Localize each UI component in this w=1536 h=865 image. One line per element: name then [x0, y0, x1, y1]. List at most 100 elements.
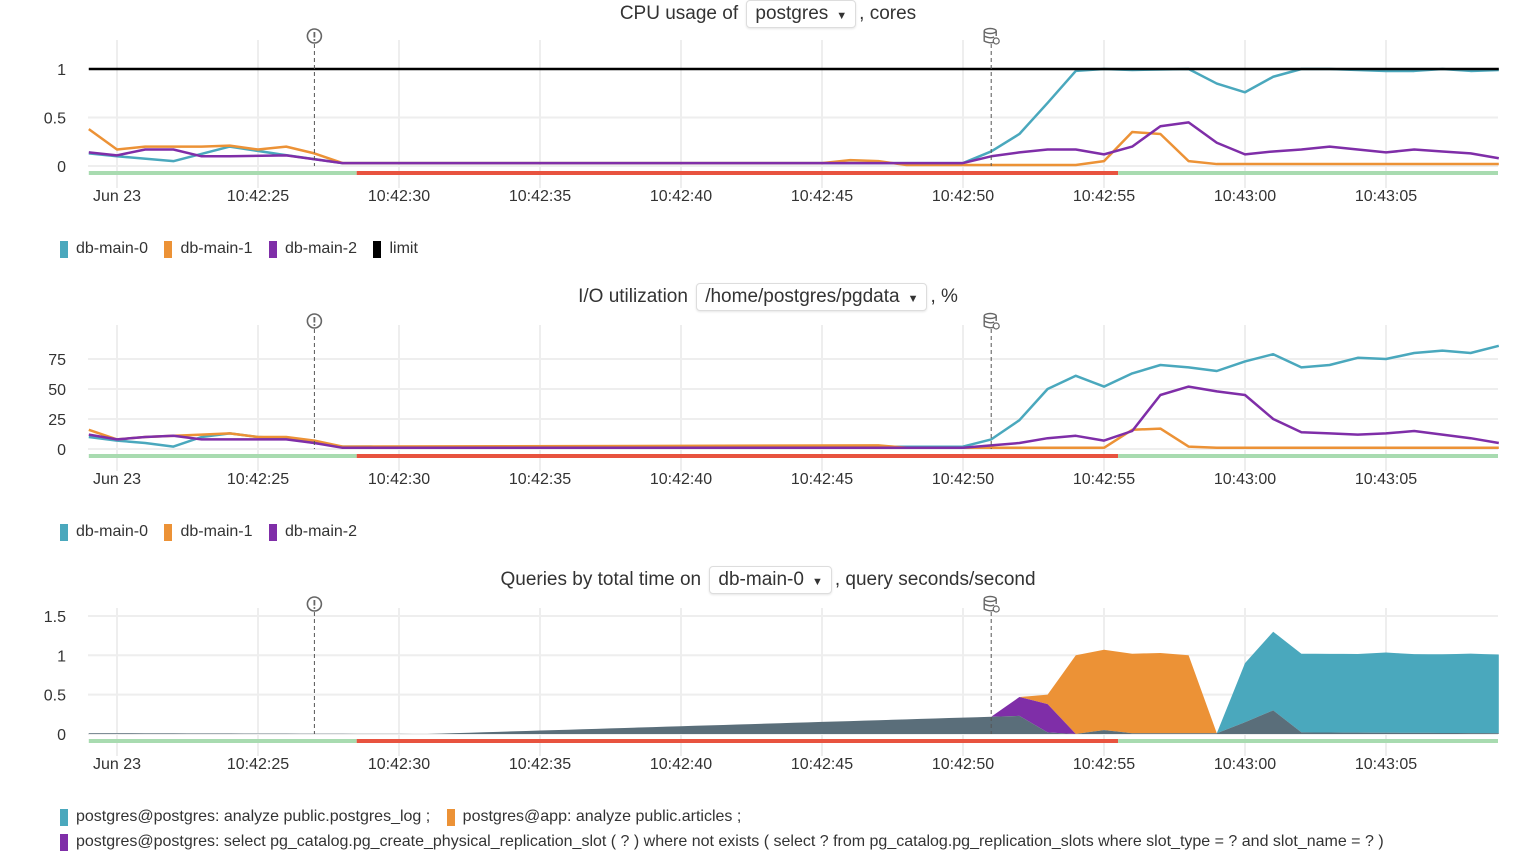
x-tick-label: Jun 23 — [93, 188, 141, 205]
line-series-db-main-1 — [88, 427, 1499, 450]
io-legend: db-main-0 db-main-1 db-main-2 — [60, 523, 369, 546]
queries-legend-row2: postgres@postgres: select pg_catalog.pg_… — [60, 833, 1396, 856]
database-refresh-icon[interactable] — [983, 27, 1000, 45]
legend-label: limit — [389, 240, 418, 257]
caret-down-icon: ▼ — [907, 293, 919, 305]
status-segment-ok — [1118, 171, 1498, 175]
x-tick-label: 10:42:30 — [368, 188, 430, 205]
x-tick-label: 10:42:25 — [227, 756, 289, 773]
alert-circle-icon[interactable] — [306, 313, 323, 329]
swatch — [60, 240, 68, 258]
legend-item[interactable]: postgres@postgres: analyze public.postgr… — [60, 808, 430, 826]
legend-item[interactable]: postgres@postgres: select pg_catalog.pg_… — [60, 833, 1384, 851]
line-series-db-main-0 — [88, 344, 1500, 450]
x-tick-label: 10:42:25 — [227, 471, 289, 488]
legend-label: postgres@postgres: select pg_catalog.pg_… — [76, 833, 1384, 850]
x-tick-label: 10:42:45 — [791, 471, 853, 488]
select-value: postgres — [755, 3, 829, 24]
legend-label: db-main-2 — [284, 240, 357, 257]
x-tick-label: 10:43:05 — [1355, 756, 1417, 773]
db-top — [983, 595, 997, 603]
legend-label: postgres@postgres: analyze public.postgr… — [76, 808, 431, 825]
y-tick-label: 75 — [48, 352, 66, 369]
caret-down-icon: ▼ — [811, 576, 823, 588]
title-suffix: , cores — [859, 3, 917, 24]
swatch — [164, 523, 173, 541]
instance-select[interactable]: db-main-0 ▼ — [709, 566, 832, 594]
legend-item[interactable]: db-main-1 — [164, 240, 253, 258]
legend-label: db-main-1 — [180, 523, 253, 540]
legend-item[interactable]: db-main-2 — [268, 240, 357, 258]
queries-chart-title: Queries by total time on db-main-0 ▼ , que… — [0, 566, 1536, 594]
db-top — [983, 27, 997, 35]
status-segment-bad — [356, 171, 1119, 175]
y-tick-label: 1.5 — [44, 609, 66, 626]
select-value: /home/postgres/pgdata — [705, 286, 900, 307]
legend-label: db-main-0 — [76, 240, 149, 257]
x-tick-label: 10:42:55 — [1073, 471, 1135, 488]
x-tick-label: 10:43:00 — [1214, 188, 1276, 205]
legend-item[interactable]: postgres@app: analyze public.articles ; — [446, 808, 741, 826]
y-tick-label: 0.5 — [44, 688, 66, 705]
x-tick-label: 10:42:55 — [1073, 188, 1135, 205]
y-tick-label: 0 — [57, 727, 66, 744]
caret-down-icon: ▼ — [836, 10, 848, 22]
database-refresh-icon[interactable] — [983, 312, 1000, 330]
area-series-db-main-1 — [88, 649, 1499, 734]
legend-item[interactable]: db-main-0 — [60, 523, 148, 541]
x-tick-label: 10:43:05 — [1355, 188, 1417, 205]
swatch — [60, 808, 68, 826]
x-tick-label: 10:42:40 — [650, 188, 712, 205]
legend-label: db-main-1 — [180, 240, 253, 257]
database-refresh-icon[interactable] — [983, 595, 1000, 613]
area-series-other — [88, 710, 1499, 734]
x-tick-label: 10:42:30 — [368, 471, 430, 488]
status-segment-ok — [1118, 739, 1498, 743]
line-series-db-main-2 — [88, 121, 1500, 165]
dot — [313, 607, 316, 609]
x-tick-label: 10:42:45 — [791, 756, 853, 773]
x-tick-label: 10:42:35 — [509, 188, 571, 205]
swatch — [164, 240, 173, 258]
y-tick-label: 25 — [48, 412, 66, 429]
io-plot: Jun 23 10:42:25 10:42:30 10:42:35 10:42:40 10… — [48, 312, 1500, 488]
y-tick-label: 1 — [57, 62, 66, 79]
io-chart-title: I/O utilization /home/postgres/pgdata ▼ , … — [0, 283, 1536, 311]
x-tick-label: 10:42:50 — [932, 188, 994, 205]
legend-item[interactable]: db-main-2 — [268, 523, 357, 541]
status-segment-ok — [88, 739, 357, 743]
legend-item[interactable]: limit — [373, 240, 418, 258]
mount-select[interactable]: /home/postgres/pgdata ▼ — [696, 283, 928, 311]
cpu-legend: db-main-0 db-main-1 db-main-2 limit — [60, 240, 430, 263]
status-segment-bad — [356, 739, 1119, 743]
swatch — [446, 808, 455, 826]
legend-item[interactable]: db-main-0 — [60, 240, 148, 258]
title-text: I/O utilization — [578, 286, 688, 307]
title-text: CPU usage of — [619, 3, 739, 24]
swatch — [60, 523, 68, 541]
queries-plot: Jun 23 10:42:25 10:42:30 10:42:35 10:42:40 10… — [44, 595, 1499, 773]
y-tick-label: 50 — [48, 382, 66, 399]
x-tick-label: 10:43:00 — [1214, 471, 1276, 488]
title-text: Queries by total time on — [500, 569, 702, 590]
db-top — [983, 312, 997, 320]
x-tick-label: 10:42:40 — [650, 756, 712, 773]
x-tick-label: Jun 23 — [93, 471, 141, 488]
legend-item[interactable]: db-main-1 — [164, 523, 253, 541]
x-tick-label: Jun 23 — [93, 756, 141, 773]
cpu-plot: Jun 23 10:42:25 10:42:30 10:42:35 10:42:40 10… — [44, 27, 1500, 205]
status-segment-ok — [88, 171, 357, 175]
alert-circle-icon[interactable] — [306, 28, 323, 44]
swatch — [268, 523, 277, 541]
y-tick-label: 0 — [57, 159, 66, 176]
x-tick-label: 10:42:55 — [1073, 756, 1135, 773]
y-tick-label: 0.5 — [44, 111, 66, 128]
process-select[interactable]: postgres ▼ — [746, 0, 857, 28]
alert-circle-icon[interactable] — [306, 596, 323, 612]
swatch — [268, 240, 277, 258]
line-series-db-main-2 — [88, 385, 1500, 450]
cpu-chart-title: CPU usage of postgres ▼ , cores — [0, 0, 1536, 28]
area-series-db-main-0 — [88, 631, 1499, 734]
x-tick-label: 10:42:45 — [791, 188, 853, 205]
